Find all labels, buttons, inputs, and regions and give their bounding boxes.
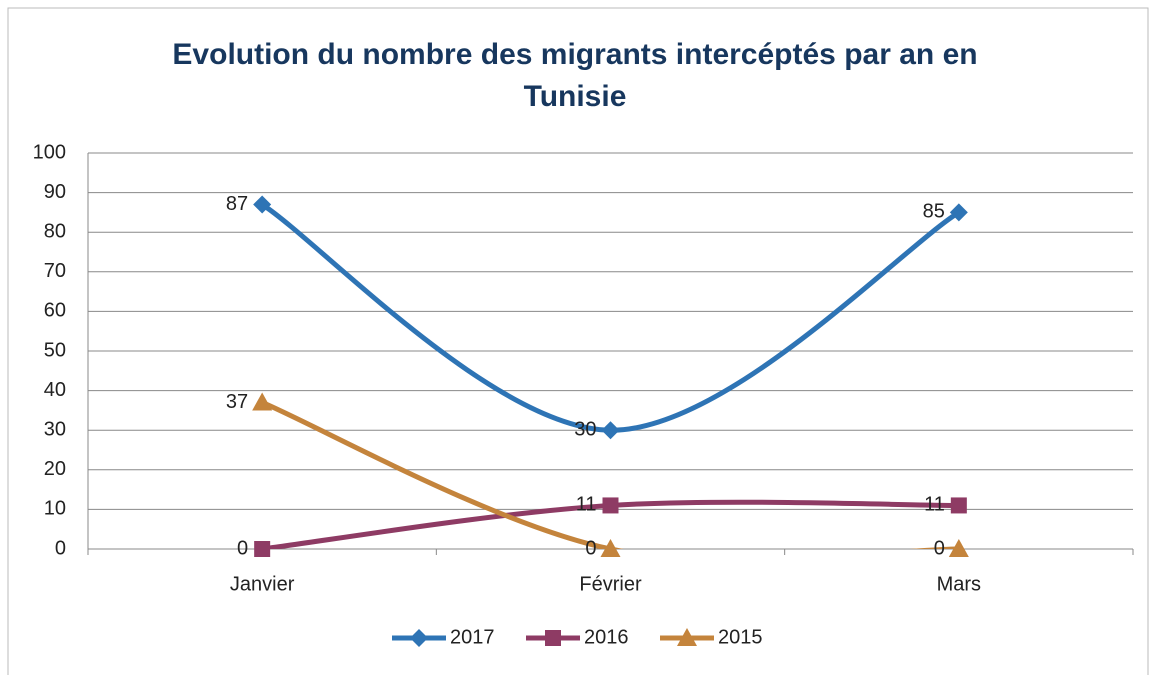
data-label: 0: [934, 537, 945, 559]
marker: [253, 195, 272, 214]
data-label: 85: [923, 201, 945, 223]
y-tick-label: 0: [55, 537, 66, 559]
data-label: 87: [226, 193, 248, 215]
data-label: 11: [576, 494, 597, 516]
chart-title: Evolution du nombre des migrants intercé…: [172, 38, 978, 113]
y-tick-label: 20: [44, 458, 66, 480]
y-tick-label: 40: [44, 379, 66, 401]
y-tick-label: 30: [44, 418, 66, 440]
series-line: [260, 202, 961, 433]
marker: [545, 630, 561, 646]
x-tick-label: Janvier: [230, 573, 295, 595]
marker: [601, 421, 620, 440]
marker: [949, 203, 968, 222]
legend-label: 2016: [584, 626, 629, 648]
chart-border: [7, 7, 1149, 675]
legend-label: 2015: [718, 626, 763, 648]
marker: [252, 392, 273, 411]
marker: [950, 497, 967, 514]
marker: [948, 539, 969, 557]
marker: [410, 629, 428, 647]
data-label: 30: [574, 418, 596, 440]
data-label: 0: [237, 537, 248, 559]
y-tick-label: 70: [44, 260, 66, 282]
x-tick-label: Mars: [937, 573, 981, 595]
data-label: 0: [585, 537, 596, 559]
marker: [600, 539, 621, 557]
marker: [602, 497, 619, 514]
marker: [677, 628, 697, 646]
y-tick-label: 90: [44, 181, 66, 203]
marker: [254, 541, 271, 557]
data-label: 11: [924, 494, 945, 516]
y-tick-label: 100: [33, 141, 66, 163]
y-tick-label: 60: [44, 300, 66, 322]
data-label: 37: [226, 391, 248, 413]
x-tick-label: Février: [579, 573, 642, 595]
y-tick-label: 10: [44, 498, 66, 520]
y-tick-label: 80: [44, 220, 66, 242]
legend-label: 2017: [450, 626, 495, 648]
y-tick-label: 50: [44, 339, 66, 361]
